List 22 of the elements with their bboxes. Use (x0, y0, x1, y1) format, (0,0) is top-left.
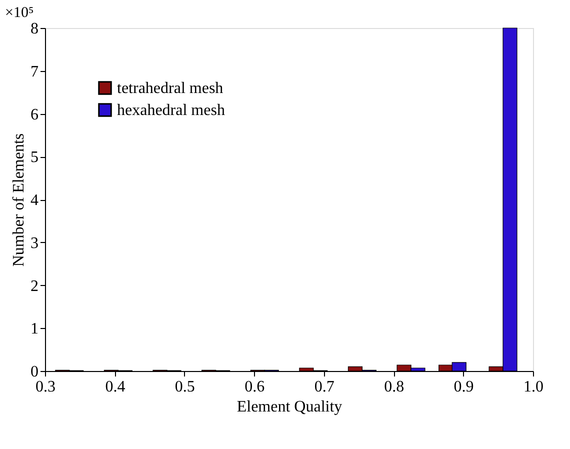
y-tick-label: 1 (30, 320, 38, 338)
y-tick-label: 8 (30, 20, 38, 38)
y-tick-label: 2 (30, 278, 38, 295)
y-tick-label: 5 (30, 149, 38, 166)
x-tick-label: 0.8 (384, 378, 404, 396)
x-tick-label: 1.0 (524, 378, 544, 396)
x-axis-title: Element Quality (236, 398, 342, 416)
text: ×10⁵ (5, 5, 34, 21)
x-tick-label: 0.5 (174, 378, 195, 396)
y-tick-label: 7 (30, 63, 38, 80)
x-tick-label: 0.3 (36, 378, 56, 396)
y-tick-label: 6 (30, 106, 38, 124)
y-axis-title: Number of Elements (10, 133, 28, 267)
y-tick-label: 4 (30, 192, 38, 209)
y-tick-label: 0 (30, 364, 38, 380)
y-tick-label: 3 (30, 234, 38, 252)
legend-label: hexahedral mesh (117, 102, 225, 119)
x-tick-label: 0.9 (454, 378, 474, 396)
x-tick-label: 0.6 (244, 378, 265, 396)
x-tick-label: 0.4 (105, 378, 126, 396)
x-tick-label: 0.7 (314, 378, 334, 396)
legend-label: tetrahedral mesh (117, 80, 224, 97)
